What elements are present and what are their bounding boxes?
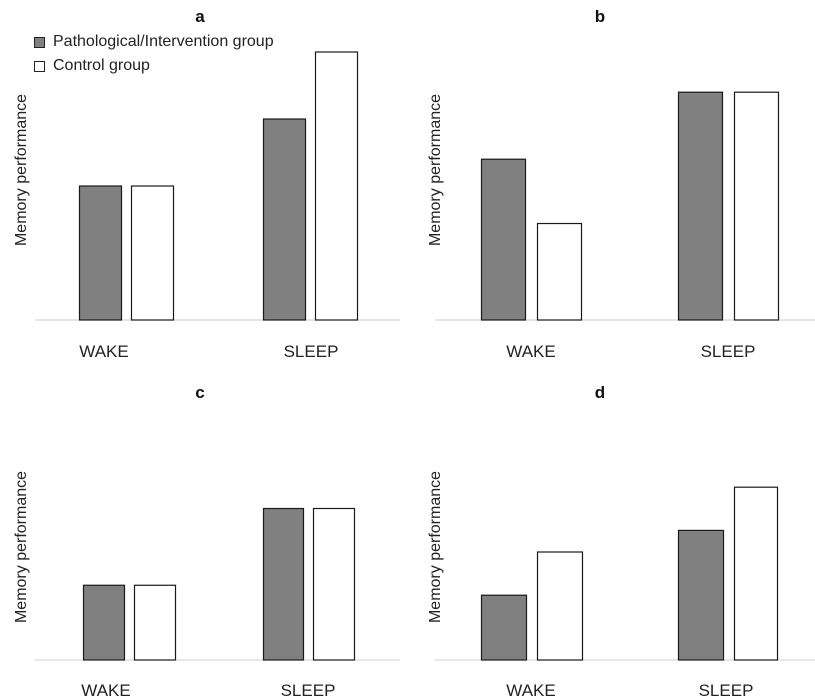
x-tick-label-sleep: SLEEP xyxy=(281,681,336,700)
legend-item-control: Control group xyxy=(34,54,274,78)
y-axis-label: Memory performance xyxy=(13,471,30,623)
legend: Pathological/Intervention group Control … xyxy=(34,30,274,78)
y-axis-label: Memory performance xyxy=(427,94,444,246)
bar-sleep-control xyxy=(314,51,359,321)
bar-sleep-pathological xyxy=(677,529,725,661)
legend-label-pathological: Pathological/Intervention group xyxy=(53,33,274,50)
bar-wake-control xyxy=(130,185,175,321)
legend-swatch-control xyxy=(34,60,45,72)
x-tick-label-sleep: SLEEP xyxy=(701,342,756,361)
x-tick-label-sleep: SLEEP xyxy=(284,342,339,361)
bar-wake-control xyxy=(133,584,177,661)
y-axis-label: Memory performance xyxy=(13,94,30,246)
x-tick-label-wake: WAKE xyxy=(506,342,555,361)
x-tick-label-sleep: SLEEP xyxy=(699,681,754,700)
bar-wake-pathological xyxy=(78,185,123,321)
x-tick-label-wake: WAKE xyxy=(81,681,130,700)
bar-sleep-control xyxy=(312,507,356,661)
y-axis-label: Memory performance xyxy=(427,471,444,623)
bar-wake-pathological xyxy=(82,584,126,661)
bar-sleep-pathological xyxy=(677,91,724,321)
legend-item-pathological: Pathological/Intervention group xyxy=(34,30,274,54)
bar-sleep-pathological xyxy=(262,507,305,661)
chart-panel-d: d Memory performance WAKE SLEEP xyxy=(427,383,815,700)
chart-title: c xyxy=(195,383,204,402)
chart-title: a xyxy=(195,7,205,26)
chart-panel-c: c Memory performance WAKE SLEEP xyxy=(13,383,400,700)
legend-label-control: Control group xyxy=(53,57,150,74)
bar-wake-pathological xyxy=(480,594,528,661)
legend-swatch-pathological xyxy=(34,36,45,48)
chart-title: b xyxy=(595,7,605,26)
bar-sleep-pathological xyxy=(262,118,307,321)
chart-panel-a: a Memory performance WAKE SLEEP xyxy=(13,7,400,361)
chart-title: d xyxy=(595,383,605,402)
chart-panel-b: b Memory performance WAKE SLEEP xyxy=(427,7,815,361)
bar-wake-pathological xyxy=(480,158,527,321)
bar-wake-control xyxy=(536,222,583,321)
x-tick-label-wake: WAKE xyxy=(506,681,555,700)
bar-wake-control xyxy=(536,551,584,661)
bar-sleep-control xyxy=(733,486,779,661)
x-tick-label-wake: WAKE xyxy=(79,342,128,361)
bar-sleep-control xyxy=(733,91,780,321)
